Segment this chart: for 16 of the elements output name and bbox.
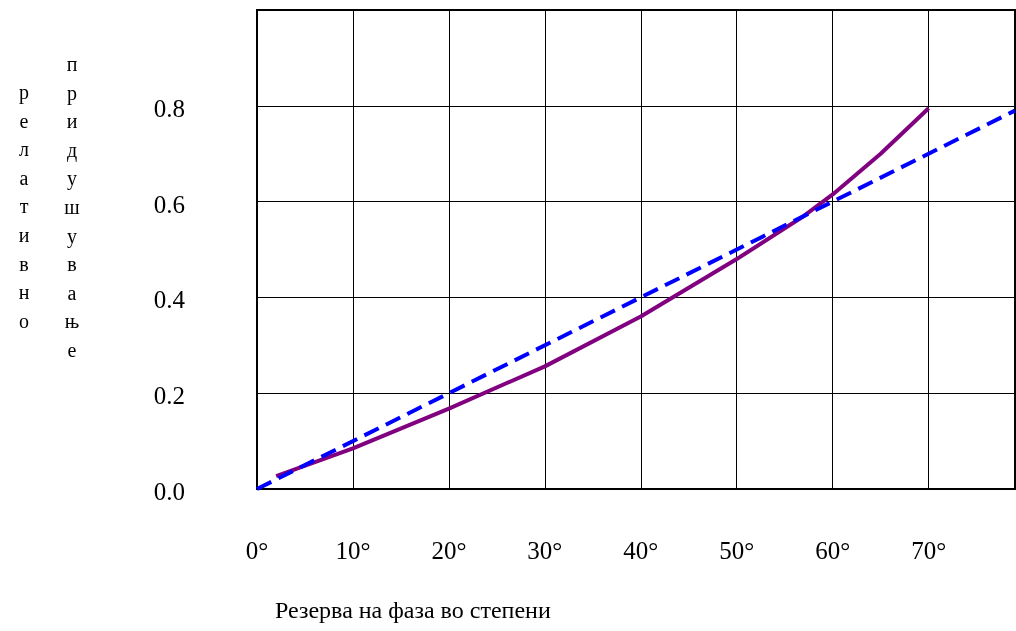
x-axis-title: Резерва на фаза во степени: [275, 597, 551, 623]
x-tick-label: 10°: [335, 537, 371, 564]
y-tick-label: 0.0: [153, 478, 185, 505]
x-tick-label: 0°: [245, 537, 269, 564]
x-tick-label: 70°: [911, 537, 947, 564]
x-tick-label: 30°: [527, 537, 563, 564]
x-tick-label: 60°: [815, 537, 851, 564]
y-tick-label: 0.2: [153, 382, 185, 410]
x-tick-label: 50°: [719, 537, 755, 564]
y-tick-label: 0.6: [153, 190, 185, 218]
y-tick-label: 0.4: [153, 286, 186, 314]
x-tick-label: 40°: [623, 537, 659, 564]
y-tick-label: 0.8: [153, 94, 185, 122]
line-series: [274, 106, 931, 479]
text: релативно придушување: [13, 52, 83, 368]
x-tick-label: 20°: [431, 537, 467, 564]
